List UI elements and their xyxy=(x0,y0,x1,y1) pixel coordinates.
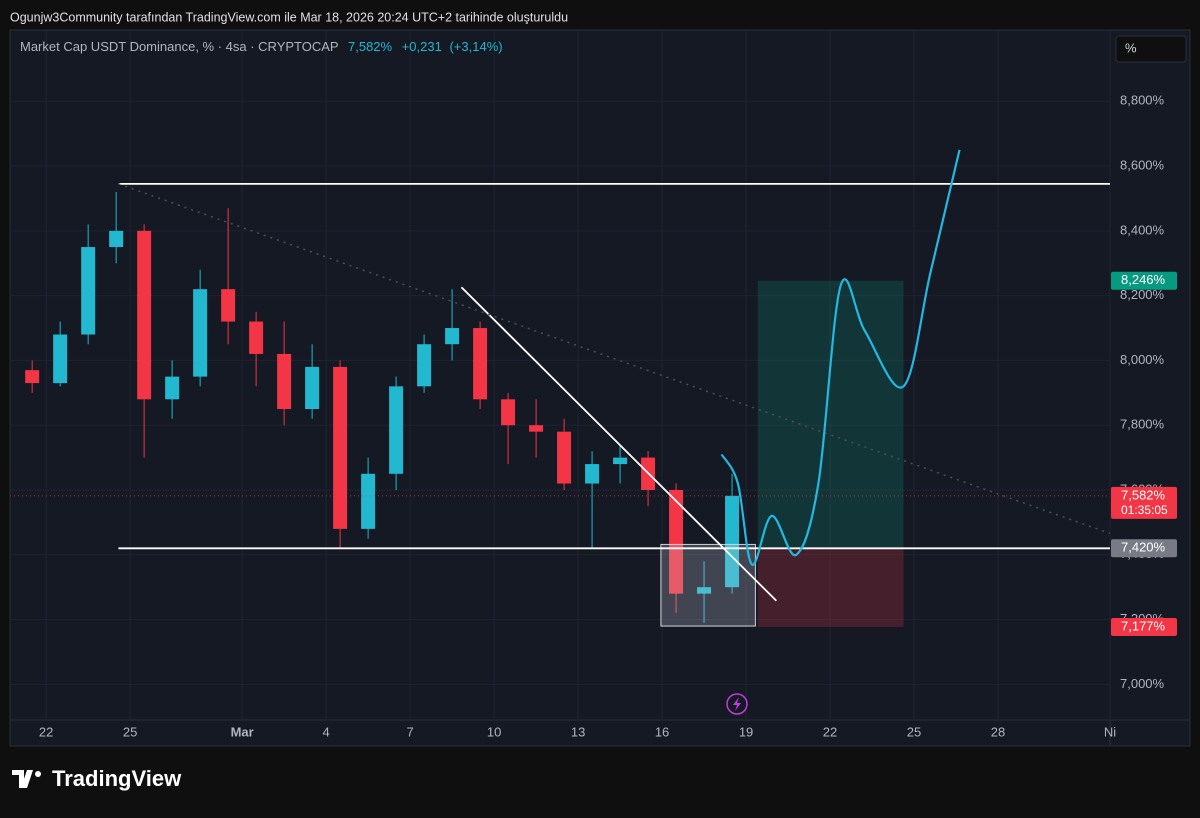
candle-body xyxy=(53,334,68,384)
projection-curve xyxy=(720,149,961,566)
candle-body xyxy=(277,353,292,410)
price-label: 8,246% xyxy=(1121,272,1166,287)
x-tick-label: 4 xyxy=(323,724,330,739)
y-tick-label: 7,000% xyxy=(1120,676,1165,691)
price-label-box xyxy=(1111,539,1177,558)
price-label-box xyxy=(1111,486,1177,519)
candle-body xyxy=(473,328,488,400)
candle-body xyxy=(501,399,516,426)
candle-body xyxy=(333,366,348,529)
candle-body xyxy=(725,495,740,588)
legend-title: Market Cap USDT Dominance, % · 4sa · CRY… xyxy=(20,39,338,54)
candle-body xyxy=(305,366,320,410)
x-tick-label: 13 xyxy=(571,724,585,739)
logo-dot xyxy=(35,771,41,777)
candle-body xyxy=(137,230,152,400)
price-label-box xyxy=(1111,271,1177,290)
target-zone xyxy=(757,280,904,549)
x-tick-label: 16 xyxy=(655,724,669,739)
candle-body xyxy=(25,370,40,384)
candle-body xyxy=(361,473,376,529)
legend-change-pct: (+3,14%) xyxy=(449,39,502,54)
x-tick-label: 10 xyxy=(487,724,501,739)
logo-mark xyxy=(12,770,33,788)
candle-body xyxy=(109,230,124,248)
x-tick-label: 28 xyxy=(991,724,1005,739)
price-label: 7,582% xyxy=(1121,487,1166,502)
event-icon-bolt xyxy=(733,697,741,711)
x-tick-label: Ni xyxy=(1104,724,1116,739)
candle-body xyxy=(697,587,712,594)
countdown: 01:35:05 xyxy=(1121,503,1168,517)
y-tick-label: 8,800% xyxy=(1120,93,1165,108)
y-tick-label: 8,200% xyxy=(1120,287,1165,302)
candle-body xyxy=(445,328,460,345)
drawn-line xyxy=(460,286,778,602)
y-tick-label: 8,600% xyxy=(1120,157,1165,172)
candle-body xyxy=(585,464,600,484)
candle-body xyxy=(669,490,684,594)
candle-body xyxy=(221,289,236,322)
legend: Market Cap USDT Dominance, % · 4sa · CRY… xyxy=(20,39,503,54)
scale-button[interactable] xyxy=(1115,35,1187,63)
legend-last: 7,582% xyxy=(348,39,393,54)
price-label: 7,420% xyxy=(1121,540,1166,555)
candle-body xyxy=(193,289,208,377)
y-tick-label: 8,000% xyxy=(1120,352,1165,367)
x-tick-label: 22 xyxy=(39,724,53,739)
legend-change: +0,231 xyxy=(402,39,442,54)
range-box xyxy=(660,543,756,627)
candle-body xyxy=(389,386,404,474)
logo: TradingView xyxy=(12,766,182,791)
drawn-line xyxy=(118,183,1111,535)
chart-panel xyxy=(9,29,1191,747)
x-tick-label: 22 xyxy=(823,724,837,739)
candle-body xyxy=(165,376,180,400)
candle-body xyxy=(417,344,432,387)
scale-button-label: % xyxy=(1125,40,1137,55)
candle-body xyxy=(613,457,628,465)
candle-body xyxy=(81,247,96,335)
x-tick-label: 25 xyxy=(123,724,137,739)
overlay xyxy=(10,149,1111,628)
brand: TradingView xyxy=(52,766,182,791)
price-label-box xyxy=(1111,618,1177,637)
price-label: 7,177% xyxy=(1121,618,1166,633)
header: Ogunjw3Community tarafından TradingView.… xyxy=(10,10,568,24)
x-tick-label: Mar xyxy=(231,724,254,739)
x-tick-label: 7 xyxy=(406,724,413,739)
y-tick-label: 7,800% xyxy=(1120,417,1165,432)
y-tick-label: 8,400% xyxy=(1120,222,1165,237)
stop-zone xyxy=(757,548,904,628)
event-icon[interactable] xyxy=(726,693,748,715)
candle-body xyxy=(249,321,264,354)
x-tick-label: 25 xyxy=(907,724,921,739)
x-tick-label: 19 xyxy=(739,724,753,739)
candle-body xyxy=(557,431,572,484)
candle-body xyxy=(529,425,544,432)
